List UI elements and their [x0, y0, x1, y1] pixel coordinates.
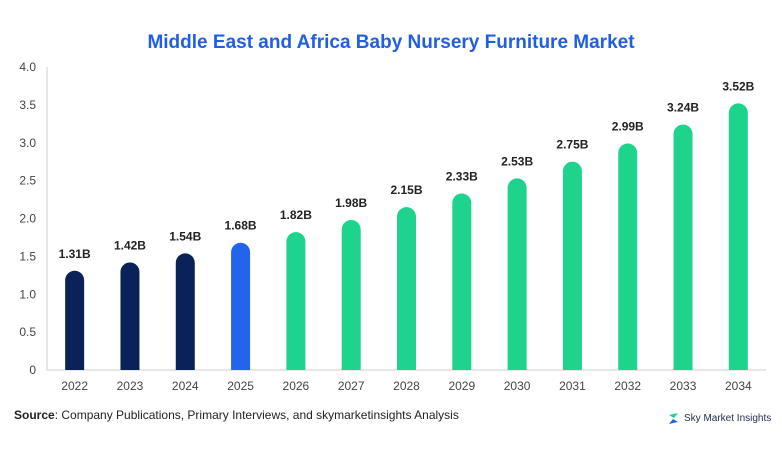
source-note: Source: Company Publications, Primary In… [14, 408, 459, 422]
bar [175, 253, 195, 370]
x-tick-label: 2024 [172, 379, 199, 393]
data-label: 2.53B [501, 154, 533, 168]
y-tick-label: 1.0 [19, 287, 36, 301]
data-label: 2.33B [446, 170, 478, 184]
data-label: 2.99B [612, 120, 644, 134]
x-tick-label: 2023 [117, 379, 144, 393]
data-label: 1.42B [114, 238, 146, 252]
source-text: : Company Publications, Primary Intervie… [54, 408, 459, 422]
y-tick-label: 1.5 [19, 249, 36, 263]
chart-title: Middle East and Africa Baby Nursery Furn… [147, 32, 635, 53]
y-tick-label: 3.0 [19, 136, 36, 150]
bar [120, 262, 140, 370]
data-label: 3.24B [667, 101, 699, 115]
brand-logo-icon [669, 413, 678, 424]
data-label: 2.75B [556, 138, 588, 152]
bar [673, 124, 693, 370]
bar [452, 193, 472, 370]
bar [397, 207, 416, 370]
y-tick-label: 2.0 [19, 212, 36, 226]
bar [618, 143, 638, 370]
x-tick-label: 2027 [338, 379, 365, 393]
data-label: 3.52B [722, 79, 754, 93]
x-tick-label: 2034 [725, 379, 752, 393]
data-label: 1.54B [169, 229, 201, 243]
bar [65, 270, 85, 370]
y-tick-label: 0.5 [19, 325, 36, 339]
x-tick-label: 2028 [393, 379, 420, 393]
y-tick-label: 2.5 [19, 174, 36, 188]
x-tick-label: 2032 [614, 379, 641, 393]
y-tick-label: 3.5 [19, 98, 36, 112]
x-tick-label: 2026 [283, 379, 310, 393]
brand-name: Sky Market Insights [684, 413, 772, 424]
data-label: 1.68B [225, 219, 257, 233]
source-label: Source [14, 408, 55, 422]
data-label: 1.82B [280, 208, 312, 222]
bar [728, 103, 748, 371]
bar [507, 178, 527, 370]
x-tick-label: 2025 [227, 379, 254, 393]
x-tick-label: 2033 [670, 379, 697, 393]
data-label: 1.98B [335, 196, 367, 210]
data-label: 2.15B [390, 183, 422, 197]
y-tick-label: 0 [29, 363, 36, 377]
data-label: 1.31B [59, 247, 91, 261]
bar [231, 242, 251, 370]
bar [286, 232, 306, 370]
bar [562, 161, 582, 370]
x-tick-label: 2022 [61, 379, 88, 393]
bar [341, 220, 361, 370]
brand: Sky Market Insights [667, 412, 771, 425]
y-tick-label: 4.0 [19, 60, 36, 74]
x-tick-label: 2031 [559, 379, 586, 393]
x-tick-label: 2029 [448, 379, 475, 393]
x-tick-label: 2030 [504, 379, 531, 393]
